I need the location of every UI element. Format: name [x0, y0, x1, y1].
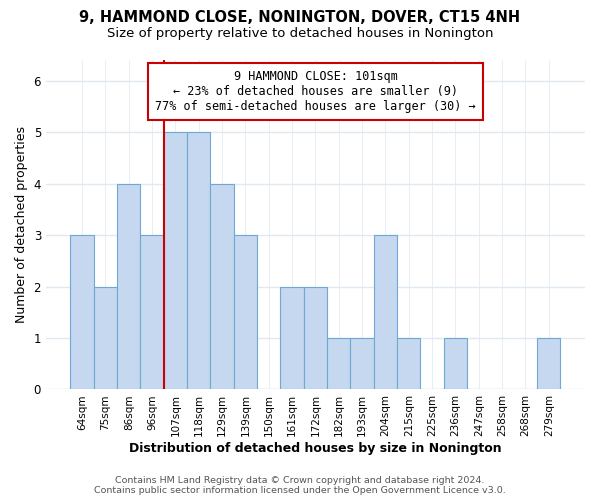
Bar — [70, 235, 94, 390]
Bar — [94, 286, 117, 390]
Bar — [117, 184, 140, 390]
Bar — [164, 132, 187, 390]
Bar — [537, 338, 560, 390]
Bar — [397, 338, 421, 390]
Bar — [234, 235, 257, 390]
Text: Size of property relative to detached houses in Nonington: Size of property relative to detached ho… — [107, 28, 493, 40]
Bar — [350, 338, 374, 390]
X-axis label: Distribution of detached houses by size in Nonington: Distribution of detached houses by size … — [129, 442, 502, 455]
Text: 9 HAMMOND CLOSE: 101sqm
← 23% of detached houses are smaller (9)
77% of semi-det: 9 HAMMOND CLOSE: 101sqm ← 23% of detache… — [155, 70, 476, 113]
Text: 9, HAMMOND CLOSE, NONINGTON, DOVER, CT15 4NH: 9, HAMMOND CLOSE, NONINGTON, DOVER, CT15… — [79, 10, 521, 25]
Bar — [304, 286, 327, 390]
Bar — [374, 235, 397, 390]
Bar — [327, 338, 350, 390]
Y-axis label: Number of detached properties: Number of detached properties — [15, 126, 28, 323]
Bar — [140, 235, 164, 390]
Bar — [187, 132, 211, 390]
Bar — [211, 184, 234, 390]
Text: Contains HM Land Registry data © Crown copyright and database right 2024.
Contai: Contains HM Land Registry data © Crown c… — [94, 476, 506, 495]
Bar — [444, 338, 467, 390]
Bar — [280, 286, 304, 390]
